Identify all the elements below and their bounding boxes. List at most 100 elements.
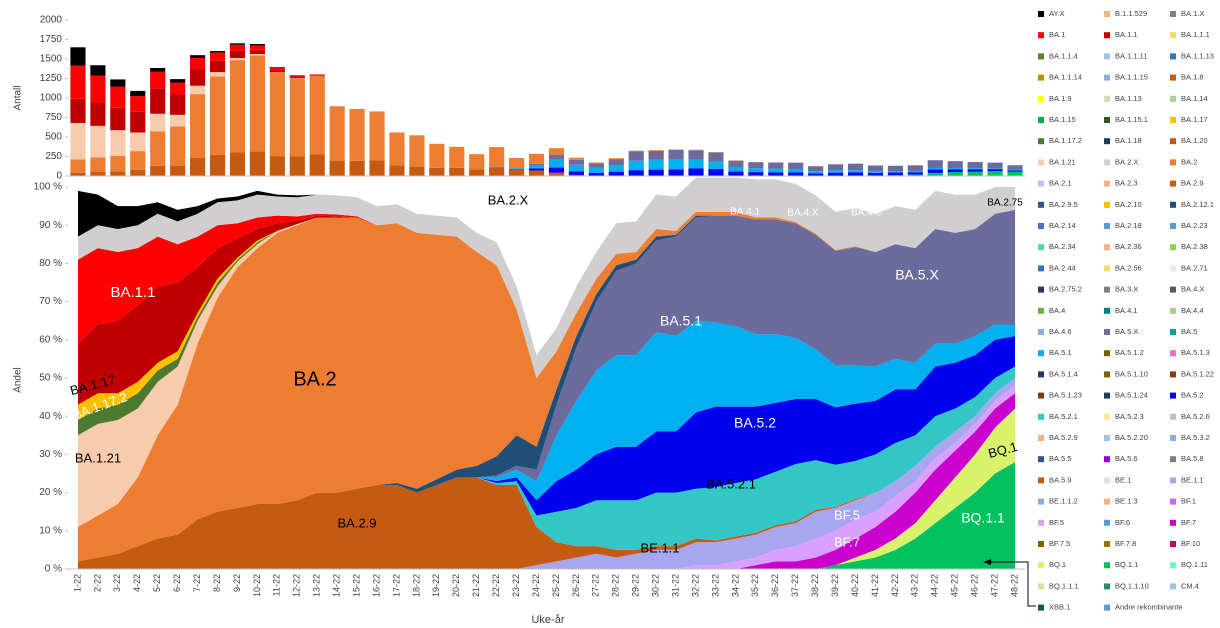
bar [967,171,983,176]
bar [170,165,186,176]
bar [170,82,186,95]
x-tick-label: 12-22 [292,574,302,597]
x-tick-label: 1-22 [72,574,82,592]
x-tick-label: 32-22 [690,574,700,597]
legend-label: BA.2.3 [1115,179,1138,188]
x-tick-label: 8-22 [212,574,222,592]
legend-label: BA.4.X [1181,285,1204,294]
bar [70,122,86,160]
series-label: BA.1 [102,208,135,225]
legend-label: BA.4.4 [1181,306,1204,315]
bar [249,54,265,56]
bar [389,165,405,176]
y2-tick-label: 1500 [40,54,63,65]
area [77,462,1016,569]
legend-swatch [1170,265,1176,272]
series-label: BQ.1 [986,439,1018,461]
legend-swatch [1038,32,1044,39]
legend-swatch [1170,11,1176,17]
x-tick-label: 46-22 [970,574,980,597]
bar [249,151,265,176]
legend-label: BA.1.1.13 [1181,51,1214,60]
legend-swatch [1104,32,1110,39]
legend-label: BA.5.5 [1049,454,1072,463]
x-tick-label: 3-22 [112,574,122,592]
bar [588,162,604,164]
legend-label: BA.2.44 [1049,263,1076,272]
bar [110,156,126,172]
legend-swatch [1038,519,1044,526]
bar [608,171,624,176]
series-label: BA.5.2 [734,415,776,431]
x-tick-label: 36-22 [770,574,780,597]
bar [788,162,804,169]
bar [748,172,764,176]
legend-swatch [1104,244,1110,251]
bar [688,159,704,169]
legend-swatch [1104,265,1110,272]
legend-swatch [1038,477,1044,484]
legend-label: BF.5 [1049,518,1064,527]
pointer-arrow [983,559,991,565]
legend-label: BA.2 [1181,157,1197,166]
legend-label: BA.4.6 [1049,327,1072,336]
legend-swatch [1104,541,1110,547]
x-tick-label: 19-22 [431,574,441,597]
x-tick-label: 31-22 [670,574,680,597]
legend-label: BA.2.12.1 [1181,200,1214,209]
legend-swatch [1038,265,1044,272]
bar [309,74,325,75]
bar [249,49,265,55]
x-tick-label: 22-22 [491,574,501,597]
series-label: BA.2.9 [337,515,376,530]
legend-label: BA.5.2.3 [1115,412,1144,421]
legend-label: BA.2.23 [1181,221,1208,230]
series-label: BA.1.21 [75,450,121,465]
legend-swatch [1170,498,1176,505]
bar [229,43,246,45]
legend-swatch [1104,456,1110,463]
bar [628,170,644,176]
bar [409,166,425,176]
bar [947,172,963,176]
legend-label: BA.2.71 [1181,263,1208,272]
y2-tick-label: 500 [45,132,62,143]
bar [269,72,285,74]
x-tick-label: 43-22 [910,574,920,597]
legend-label: BA.5.2.1 [1049,412,1078,421]
series-label: BA.5.1 [660,313,702,329]
legend-swatch [1038,286,1044,293]
legend-label: BA.5.1 [1049,348,1072,357]
bar [110,86,126,108]
bar [927,160,943,168]
bar [70,159,86,173]
legend-label: BA.5.1.2 [1115,348,1144,357]
legend-label: BA.1.21 [1049,157,1076,166]
bar [150,71,166,89]
bar [887,172,903,176]
y2-tick-label: 0 [56,171,62,182]
bar [927,172,943,176]
bar [568,171,584,175]
legend-swatch [1038,180,1044,187]
plot-layer [65,19,1025,570]
legend-swatch [1170,562,1176,569]
legend-swatch [1104,159,1110,166]
bar [548,148,565,155]
bar [987,168,1003,170]
bar [528,163,545,166]
legend-swatch [1104,95,1110,102]
bar [170,126,186,166]
legend-swatch [1038,95,1044,102]
bar [70,47,86,66]
bar [528,170,545,176]
legend-label: BA.1.13 [1115,94,1142,103]
bar [269,73,285,157]
bar [90,102,106,126]
legend-swatch [1170,583,1176,590]
bar [509,157,525,169]
y2-tick-label: 1000 [40,93,63,104]
legend-swatch [1170,95,1176,102]
bar [130,111,146,133]
legend-swatch [1170,117,1176,123]
